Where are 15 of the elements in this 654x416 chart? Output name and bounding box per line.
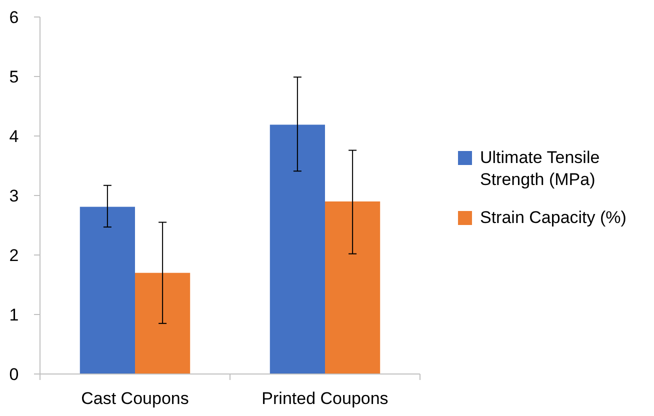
bar [270, 124, 325, 374]
y-tick-label: 6 [9, 8, 19, 27]
y-tick-label: 4 [9, 126, 19, 146]
y-tick-label: 2 [9, 246, 19, 265]
y-tick-label: 0 [9, 364, 19, 384]
y-tick-label: 5 [9, 67, 19, 86]
y-tick-label: 1 [9, 305, 19, 324]
x-tick-label: Cast Coupons [81, 389, 189, 408]
legend-label: Ultimate Tensile Strength (MPa) [480, 148, 600, 189]
bar [80, 206, 135, 374]
bar [135, 272, 190, 374]
bar [325, 201, 380, 374]
x-tick-label: Printed Coupons [262, 389, 388, 408]
legend-label: Strain Capacity (%) [480, 208, 626, 227]
y-tick-label: 3 [9, 186, 19, 206]
